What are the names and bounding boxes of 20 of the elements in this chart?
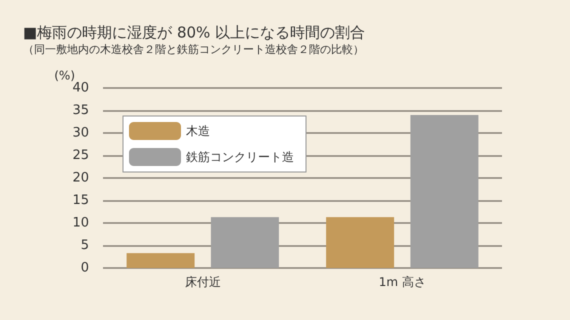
- x-tick-label: 1m 高さ: [378, 275, 426, 289]
- bar: [210, 217, 279, 268]
- y-tick-label: 20: [72, 170, 89, 186]
- y-tick-label: 40: [72, 80, 89, 96]
- y-tick-label: 15: [72, 193, 89, 208]
- bar: [410, 115, 478, 268]
- legend-label: 木造: [186, 124, 210, 138]
- y-tick-label: 25: [72, 148, 89, 163]
- bar: [126, 253, 195, 268]
- legend-label: 鉄筋コンクリート造: [186, 150, 294, 164]
- chart-subtitle: （同一敷地内の木造校舎２階と鉄筋コンクリート造校舎２階の比較）: [23, 43, 364, 56]
- chart-title: ■梅雨の時期に湿度が 80% 以上になる時間の割合: [23, 24, 366, 42]
- y-tick-label: 5: [80, 238, 89, 253]
- y-tick-label: 30: [72, 126, 89, 140]
- y-tick-label: 35: [72, 103, 89, 118]
- x-tick-label: 床付近: [184, 275, 221, 289]
- y-tick-label: 10: [72, 216, 89, 230]
- y-axis-title: (%): [54, 68, 75, 83]
- y-tick-label: 0: [80, 260, 89, 276]
- bar: [326, 217, 394, 268]
